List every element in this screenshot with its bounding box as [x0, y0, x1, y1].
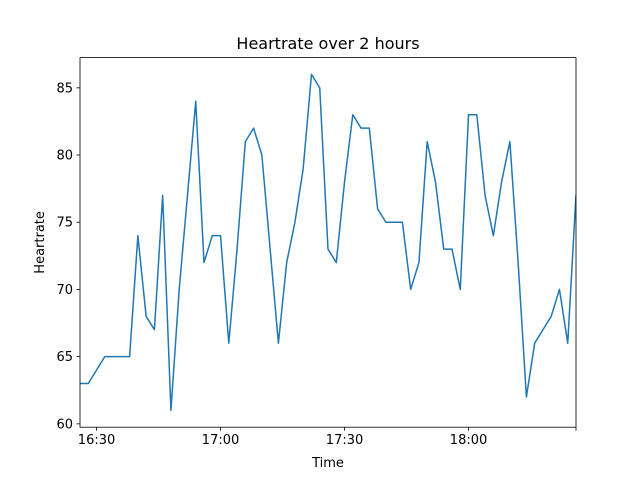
y-tick-label: 80 [56, 149, 73, 164]
axes-frame [79, 57, 577, 428]
y-axis-ticks: 60 65 70 75 80 85 [56, 81, 80, 432]
series-line-0 [80, 73, 576, 412]
y-tick-label: 60 [56, 417, 73, 432]
x-tick-label: 18:00 [450, 433, 487, 448]
x-tick-label: 16:30 [78, 433, 115, 448]
y-axis-label: Heartrate [33, 211, 48, 274]
y-tick-label: 70 [56, 283, 73, 298]
x-tick-label: 17:00 [202, 433, 239, 448]
x-axis-ticks: 16:30 17:00 17:30 18:00 [78, 427, 577, 448]
y-tick-label: 85 [56, 81, 73, 96]
series-group [80, 73, 576, 412]
plot-area [80, 73, 576, 412]
y-tick-label: 75 [56, 216, 73, 231]
chart-title: Heartrate over 2 hours [236, 34, 419, 53]
x-tick-label: 17:30 [326, 433, 363, 448]
y-tick-label: 65 [56, 350, 73, 365]
x-axis-label: Time [311, 456, 344, 471]
